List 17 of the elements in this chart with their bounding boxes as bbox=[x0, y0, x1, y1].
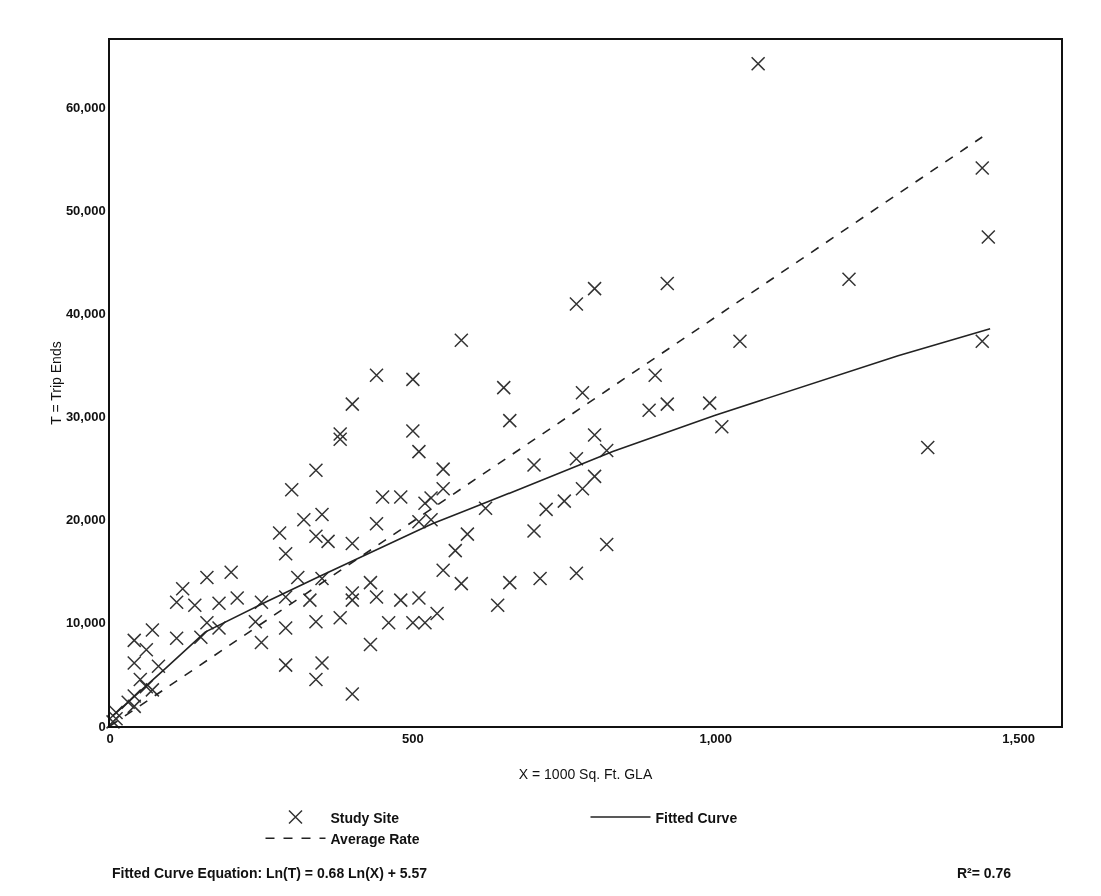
y-tick-label: 40,000 bbox=[65, 305, 106, 321]
y-tick-label: 50,000 bbox=[65, 202, 106, 218]
text: Fitted Curve Equation: Ln(T) = 0.68 Ln(X) + 5.57 bbox=[112, 865, 428, 881]
y-tick-label: 10,000 bbox=[65, 615, 106, 631]
y-tick-label: 30,000 bbox=[65, 409, 106, 425]
x-tick-label: 500 bbox=[402, 731, 424, 747]
y-axis-title: T = Trip Ends bbox=[47, 341, 64, 425]
y-tick-label: 20,000 bbox=[65, 512, 106, 528]
x-tick-label: 1,000 bbox=[699, 731, 732, 747]
legend-label: Average Rate bbox=[330, 830, 420, 847]
y-tick-label: 0 bbox=[98, 718, 106, 734]
x-tick-label: 1,500 bbox=[1002, 731, 1035, 747]
x-axis-title: X = 1000 Sq. Ft. GLA bbox=[518, 765, 653, 782]
y-tick-label: 60,000 bbox=[65, 99, 106, 115]
legend-label: Fitted Curve bbox=[655, 809, 738, 826]
legend-label: Study Site bbox=[330, 809, 400, 826]
text: R²= 0.76 bbox=[957, 865, 1012, 881]
